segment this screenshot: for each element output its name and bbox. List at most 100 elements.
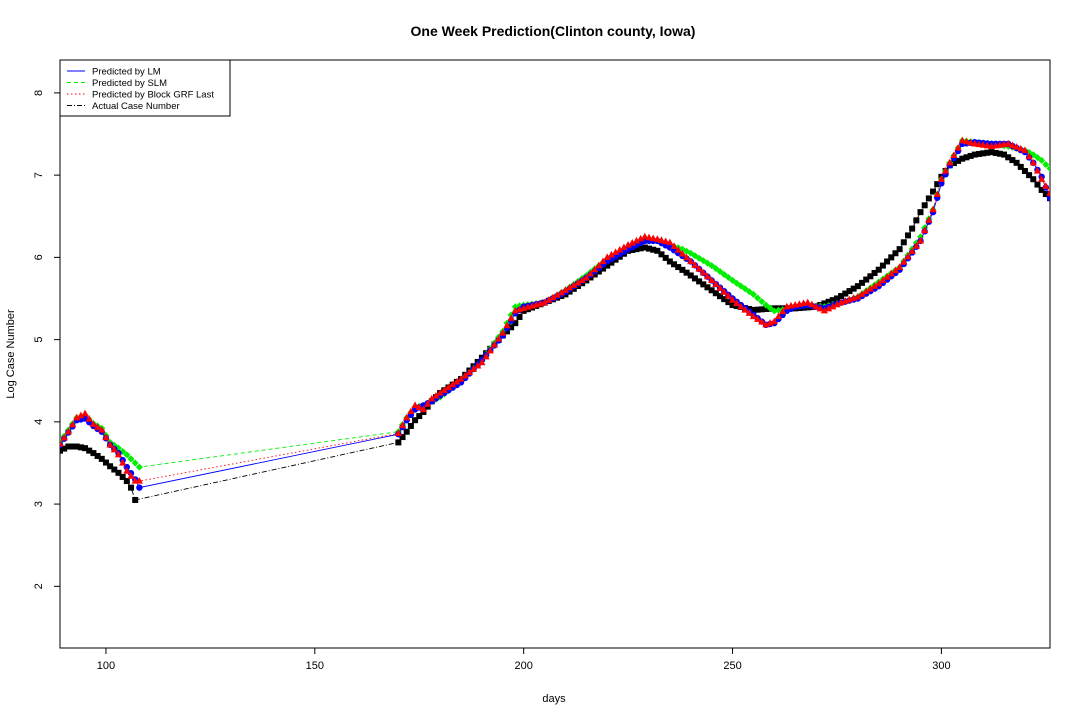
data-point bbox=[1042, 191, 1049, 198]
data-point bbox=[582, 273, 590, 281]
data-point bbox=[415, 403, 423, 411]
data-point bbox=[398, 421, 407, 429]
series-predicted-by-lm bbox=[60, 139, 1050, 491]
data-point bbox=[1004, 139, 1012, 147]
data-point bbox=[708, 262, 716, 270]
data-point bbox=[716, 284, 724, 291]
data-point bbox=[127, 455, 135, 463]
data-point bbox=[888, 254, 895, 261]
series-predicted-by-block-grf-last bbox=[60, 136, 1050, 484]
data-point bbox=[111, 466, 118, 473]
data-point bbox=[887, 269, 895, 277]
data-point bbox=[950, 160, 957, 167]
data-point bbox=[1029, 158, 1037, 166]
data-point bbox=[61, 445, 68, 452]
data-point bbox=[604, 262, 611, 269]
legend-box bbox=[59, 59, 231, 117]
data-point bbox=[696, 278, 703, 285]
data-point bbox=[499, 329, 507, 336]
x-axis: 100 150 200 250 300 bbox=[97, 648, 951, 672]
data-point bbox=[749, 290, 757, 298]
y-tick-label: 2 bbox=[33, 583, 45, 589]
data-point bbox=[724, 273, 732, 281]
data-point bbox=[725, 299, 732, 306]
data-point bbox=[774, 312, 783, 320]
data-point bbox=[662, 254, 669, 261]
data-point bbox=[586, 269, 595, 277]
data-point bbox=[716, 268, 724, 276]
data-point bbox=[921, 202, 928, 209]
data-point bbox=[904, 252, 912, 260]
data-point bbox=[971, 151, 978, 158]
data-point bbox=[962, 137, 971, 145]
data-point bbox=[68, 420, 77, 428]
data-point bbox=[469, 365, 478, 372]
data-point bbox=[900, 239, 907, 246]
data-point bbox=[728, 296, 737, 303]
data-point bbox=[870, 282, 879, 289]
y-tick-label: 3 bbox=[33, 501, 45, 507]
data-point bbox=[654, 247, 661, 254]
data-point bbox=[1042, 182, 1050, 189]
data-point bbox=[1046, 189, 1050, 196]
data-point bbox=[816, 304, 824, 312]
data-point bbox=[603, 253, 611, 260]
data-point bbox=[980, 150, 987, 157]
data-point bbox=[812, 302, 820, 310]
data-point bbox=[842, 290, 849, 297]
data-point bbox=[89, 420, 98, 427]
data-point bbox=[820, 306, 829, 314]
x-tick-label: 250 bbox=[723, 660, 741, 672]
data-point bbox=[992, 149, 999, 156]
data-point bbox=[916, 236, 925, 244]
data-point bbox=[131, 459, 139, 467]
data-point bbox=[708, 276, 716, 283]
data-point bbox=[979, 141, 987, 148]
data-point bbox=[136, 484, 143, 491]
data-point bbox=[436, 389, 444, 396]
data-point bbox=[102, 459, 109, 466]
data-point bbox=[503, 321, 511, 329]
data-point bbox=[896, 246, 903, 253]
data-point bbox=[721, 296, 728, 303]
data-point bbox=[737, 302, 745, 310]
data-point bbox=[934, 181, 941, 188]
data-point bbox=[81, 409, 89, 417]
data-point bbox=[825, 298, 832, 305]
data-point bbox=[1038, 175, 1046, 182]
data-point bbox=[913, 217, 920, 224]
data-point bbox=[950, 151, 958, 158]
data-point bbox=[1038, 156, 1046, 164]
data-point bbox=[77, 411, 85, 419]
series-line bbox=[60, 141, 1050, 489]
data-point bbox=[762, 306, 769, 313]
data-point bbox=[854, 283, 861, 290]
data-point bbox=[482, 352, 490, 360]
data-point bbox=[407, 407, 415, 415]
data-point bbox=[90, 450, 97, 457]
data-point bbox=[666, 258, 673, 265]
data-point bbox=[394, 429, 402, 436]
data-point bbox=[549, 293, 557, 301]
data-point bbox=[875, 266, 882, 273]
legend-label: Predicted by LM bbox=[92, 67, 161, 78]
x-tick-label: 300 bbox=[932, 660, 950, 672]
data-point bbox=[1030, 176, 1037, 183]
data-point bbox=[478, 358, 486, 366]
data-point bbox=[93, 423, 102, 430]
data-point bbox=[912, 242, 920, 249]
chart-title: One Week Prediction(Clinton county, Iowa… bbox=[411, 23, 696, 39]
data-point bbox=[946, 158, 954, 166]
data-point bbox=[135, 463, 143, 471]
data-point bbox=[749, 312, 758, 320]
data-point bbox=[754, 306, 761, 313]
data-point bbox=[553, 291, 561, 298]
data-point bbox=[65, 443, 72, 450]
x-tick-label: 200 bbox=[514, 660, 532, 672]
data-point bbox=[774, 306, 782, 314]
data-point bbox=[512, 320, 519, 327]
data-point bbox=[963, 154, 970, 161]
data-point bbox=[412, 417, 419, 424]
data-point bbox=[729, 302, 736, 309]
data-point bbox=[1038, 186, 1045, 193]
